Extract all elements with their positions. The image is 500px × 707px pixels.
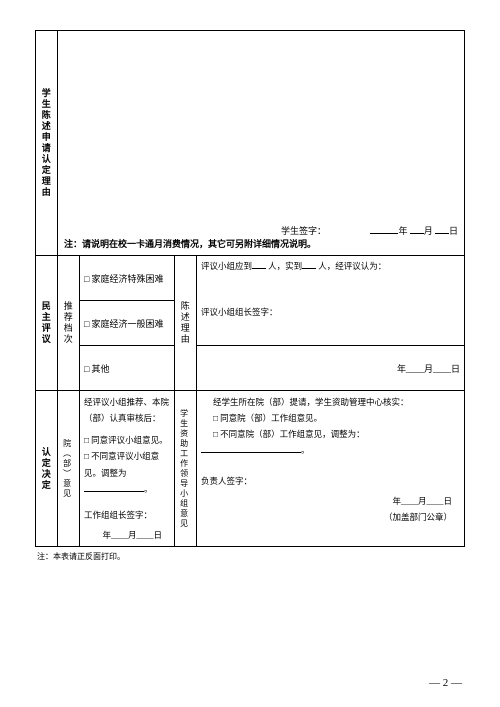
section3-label: 认定决定: [36, 391, 58, 547]
section3-sublabel: 院（部）意见: [58, 391, 80, 547]
eval-opt3: 其他: [80, 346, 175, 391]
form-table: 学生陈述申请认定理由 学生签字： 年 月 日 注：请说明在校一卡通月消费情况，其…: [35, 30, 465, 547]
footer-note: 注：本表请正反面打印。: [37, 551, 465, 562]
page-number: — 2 —: [429, 677, 462, 689]
eval-date: 年____月____日: [197, 346, 465, 391]
dept-opinion: 经评议小组推荐、本院（部）认真审核后： 同意评议小组意见。 不同意评议小组意见。…: [80, 391, 175, 547]
eval-opt2: 家庭经济一般困难: [80, 301, 175, 346]
section2-rightlabel: 陈述理由: [175, 256, 197, 391]
student-sig-label: 学生签字：: [281, 226, 326, 236]
section1-label: 学生陈述申请认定理由: [36, 31, 58, 256]
leader-opinion: 经学生所在院（部）提请，学生资助管理中心核实： 同意院（部）工作组意见。 不同意…: [197, 391, 465, 547]
section3-rightlabel: 学生资助工作领导小组意见: [175, 391, 197, 547]
statement-note: 注：请说明在校一卡通月消费情况，其它可另附详细情况说明。: [64, 237, 458, 250]
eval-content: 评议小组应到 人，实到 人，经评议认为： 评议小组组长签字：: [197, 256, 465, 346]
statement-area: 学生签字： 年 月 日 注：请说明在校一卡通月消费情况，其它可另附详细情况说明。: [58, 31, 465, 256]
eval-opt1: 家庭经济特殊困难: [80, 256, 175, 301]
section2-label: 民主评议: [36, 256, 58, 391]
section2-sublabel: 推荐档次: [58, 256, 80, 391]
